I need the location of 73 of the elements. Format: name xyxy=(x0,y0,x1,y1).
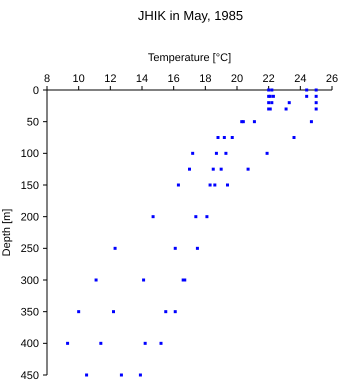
point xyxy=(164,310,168,314)
point xyxy=(270,88,274,92)
point xyxy=(160,342,162,345)
point xyxy=(142,278,146,282)
x-tick-label: 20 xyxy=(230,73,244,85)
point xyxy=(77,310,80,314)
x-axis-title: Temperature [°C] xyxy=(148,52,232,64)
point xyxy=(314,108,318,110)
x-tick-label: 10 xyxy=(72,73,85,85)
y-tick-label: 0 xyxy=(32,84,39,97)
point xyxy=(284,108,288,110)
point xyxy=(292,136,296,139)
point xyxy=(272,94,275,98)
x-tick-label: 24 xyxy=(294,73,306,85)
point xyxy=(196,246,199,250)
point xyxy=(266,152,269,155)
point xyxy=(267,88,270,92)
point xyxy=(205,215,208,218)
y-axis-title: Depth [m] xyxy=(1,208,13,256)
x-tick-label: 26 xyxy=(326,73,338,85)
point xyxy=(224,152,228,155)
point xyxy=(222,136,226,139)
x-tick-label: 12 xyxy=(104,73,116,85)
point xyxy=(120,374,123,376)
point xyxy=(220,168,223,171)
point xyxy=(314,88,318,92)
point xyxy=(310,120,313,124)
y-tick-label: 350 xyxy=(20,306,39,319)
point xyxy=(305,94,308,98)
point xyxy=(230,136,234,139)
point xyxy=(252,120,256,124)
point xyxy=(144,342,147,345)
y-tick-label: 150 xyxy=(20,180,39,192)
x-tick-label: 16 xyxy=(168,73,180,85)
point xyxy=(208,184,212,186)
x-tick-label: 8 xyxy=(44,73,50,85)
y-tick-label: 300 xyxy=(20,274,39,287)
point xyxy=(99,342,102,345)
point xyxy=(138,374,142,376)
point xyxy=(94,278,98,282)
point xyxy=(152,215,155,218)
y-tick-label: 50 xyxy=(26,116,39,129)
point xyxy=(213,184,216,186)
point xyxy=(188,168,191,171)
point xyxy=(314,94,318,98)
point xyxy=(112,310,115,314)
chart-title: JHIK in May, 1985 xyxy=(138,8,244,23)
point xyxy=(194,215,198,218)
point xyxy=(270,101,274,104)
point xyxy=(288,101,291,104)
point xyxy=(174,246,177,250)
y-tick-label: 450 xyxy=(20,370,39,382)
point xyxy=(267,101,270,104)
x-tick-label: 14 xyxy=(136,73,148,85)
point xyxy=(212,168,215,171)
point xyxy=(246,168,250,171)
y-tick-label: 100 xyxy=(20,148,39,160)
y-tick-label: 250 xyxy=(20,243,39,256)
point xyxy=(174,310,177,314)
point xyxy=(85,374,88,376)
point xyxy=(314,101,318,104)
point xyxy=(226,184,229,186)
point xyxy=(176,184,180,186)
point xyxy=(214,152,218,155)
point xyxy=(66,342,70,345)
point xyxy=(305,88,308,92)
y-tick-label: 400 xyxy=(20,338,39,350)
point xyxy=(114,246,117,250)
point xyxy=(191,152,194,155)
point xyxy=(216,136,220,139)
x-tick-label: 18 xyxy=(199,73,212,85)
y-tick-label: 200 xyxy=(20,212,39,224)
x-tick-label: 22 xyxy=(262,73,275,85)
